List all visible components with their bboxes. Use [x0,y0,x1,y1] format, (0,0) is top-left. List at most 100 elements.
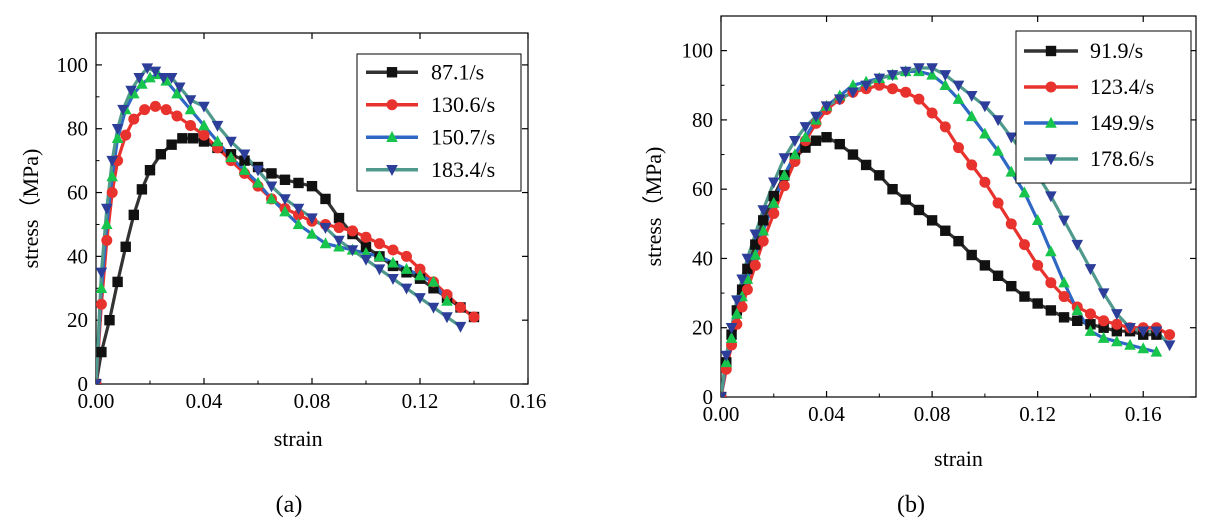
data-point-183.4/s [279,194,291,206]
data-point-91.9/s [834,138,845,150]
data-point-130.6/s [96,298,107,310]
data-point-150.7/s [441,294,453,306]
data-point-183.4/s [141,63,154,75]
data-point-87.1/s [293,177,304,189]
data-point-149.9/s [725,331,738,343]
data-point-87.1/s [144,165,156,176]
data-point-183.4/s [101,203,113,215]
y-tick-label: 80 [67,117,88,141]
legend-marker [386,67,398,78]
data-point-149.9/s [1071,304,1084,316]
data-point-178.6/s [731,295,743,307]
data-point-91.9/s [742,263,753,275]
data-point-87.1/s [306,180,318,192]
data-point-183.4/s [133,72,145,84]
data-point-123.4/s [1045,277,1057,289]
legend-marker [1045,116,1057,128]
legend-marker [1045,45,1057,57]
chart-panel-a: 0.00 0.04 0.08 0.12 0.16 0 20 40 60 80 100 strain st… [18,32,546,518]
data-point-123.4/s [939,121,951,133]
data-point-183.4/s [346,245,359,257]
data-point-149.9/s [1005,165,1018,177]
legend-marker [386,131,398,142]
data-point-178.6/s [847,87,859,99]
data-point-91.9/s [1045,305,1057,316]
data-point-178.6/s [873,73,886,85]
data-point-178.6/s [810,111,822,123]
data-point-123.4/s [768,207,780,219]
data-point-149.9/s [749,248,762,260]
data-point-150.7/s [171,87,183,99]
data-point-178.6/s [721,392,727,397]
data-point-150.7/s [306,227,318,239]
series-line-183.4/s [96,66,462,384]
data-point-149.9/s [721,356,733,368]
data-point-130.6/s [333,222,345,234]
data-point-130.6/s [139,104,151,116]
data-point-149.9/s [757,224,770,236]
data-point-123.4/s [1084,308,1096,320]
data-point-183.4/s [157,72,170,84]
data-point-178.6/s [965,90,978,102]
data-point-178.6/s [1071,239,1084,251]
data-point-130.6/s [185,120,196,132]
x-tick-label: 0.00 [78,389,115,413]
data-point-150.7/s [211,135,224,147]
data-point-178.6/s [767,177,780,189]
data-point-178.6/s [979,101,991,113]
data-point-130.6/s [198,129,210,141]
data-point-123.4/s [953,142,964,154]
data-point-87.1/s [188,133,199,144]
data-point-87.1/s [279,174,291,185]
y-tick-label: 60 [692,177,713,201]
data-point-91.9/s [750,239,761,250]
data-point-178.6/s [1084,264,1097,276]
data-point-87.1/s [104,314,115,326]
x-tick-label: 0.16 [1125,402,1162,426]
data-point-130.6/s [401,250,412,262]
data-point-149.9/s [979,127,991,139]
data-point-130.6/s [160,104,172,116]
data-point-130.6/s [101,234,113,246]
x-tick-label: 0.04 [808,402,845,426]
data-point-178.6/s [1111,309,1123,321]
data-point-149.9/s [1150,345,1163,357]
data-point-123.4/s [1032,259,1044,271]
x-tick-label: 0.00 [703,402,740,426]
data-point-123.4/s [900,86,912,98]
x-tick-label: 0.12 [1019,402,1056,426]
y-tick-label: 60 [67,181,88,205]
data-point-91.9/s [979,260,991,271]
data-point-91.9/s [768,190,779,202]
data-point-91.9/s [847,149,859,160]
data-point-130.6/s [360,231,372,243]
y-axis-title: stress（MPa) [641,147,666,267]
legend-marker [386,165,398,176]
data-point-87.1/s [198,136,210,147]
panel-caption: (b) [897,492,925,518]
data-point-183.4/s [400,283,413,295]
series-line-123.4/s [721,83,1171,397]
data-point-183.4/s [165,72,178,84]
data-point-183.4/s [427,302,440,314]
data-point-87.1/s [320,193,331,205]
legend-marker [386,99,398,111]
data-point-149.9/s [767,196,780,208]
data-point-91.9/s [810,135,822,146]
y-tick-label: 80 [692,108,713,132]
x-tick-label: 0.08 [294,389,331,413]
data-point-183.4/s [454,321,467,333]
data-point-91.9/s [860,159,872,171]
data-point-130.6/s [347,225,358,237]
legend: 87.1/s 130.6/s 150.7/s 183.4/s [356,53,522,192]
legend-label: 91.9/s [1090,38,1143,63]
legend-label: 123.4/s [1090,74,1154,99]
data-point-178.6/s [741,253,754,265]
data-point-87.1/s [155,149,166,160]
y-tick-label: 100 [57,53,89,77]
data-point-178.6/s [1058,215,1070,227]
data-point-149.9/s [1137,342,1150,354]
legend-label: 87.1/s [431,59,484,84]
data-point-183.4/s [252,165,264,177]
